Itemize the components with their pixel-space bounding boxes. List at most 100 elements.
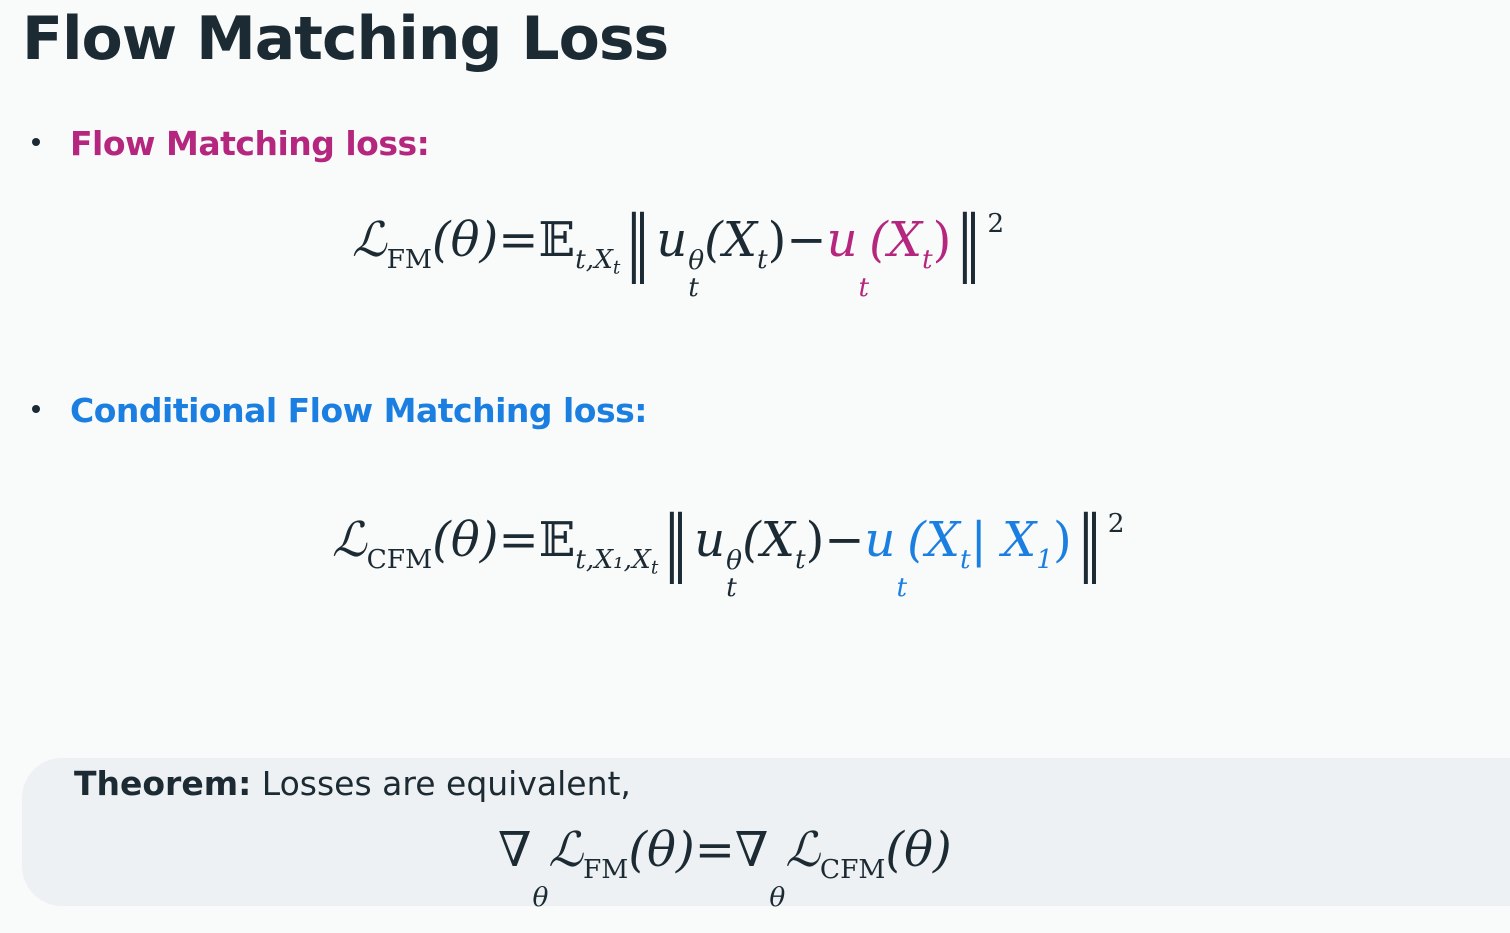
formula-subscript: 1: [1036, 544, 1053, 576]
formula-symbol: u: [694, 512, 726, 569]
formula-token: ℒFM: [352, 212, 432, 275]
formula-symbol: −: [824, 512, 865, 569]
theorem-label: Theorem:: [74, 764, 252, 803]
formula-token: ): [768, 212, 787, 268]
formula-token: ): [1053, 512, 1072, 568]
fm-loss-formula: ℒFM(θ) = 𝔼t,Xt ‖ u θ t (Xt) − u t (Xt)‖ 2: [352, 200, 1004, 301]
formula-symbol: (θ): [628, 822, 695, 878]
formula-symbol: =: [498, 512, 539, 569]
formula-subscript: θ: [532, 881, 549, 913]
formula-symbol: u: [656, 212, 688, 269]
formula-token: ∇ θ: [735, 822, 785, 911]
formula-scripts: θ: [769, 858, 785, 911]
formula-subscript: t: [896, 571, 908, 603]
formula-subscript: t: [858, 271, 870, 303]
formula-symbol: ℒ: [352, 212, 387, 269]
formula-subscript: θ: [769, 881, 786, 913]
formula-token: 2: [987, 208, 1004, 268]
formula-superscript: [859, 248, 870, 274]
formula-token: t: [960, 512, 971, 575]
formula-subscript: t: [922, 244, 933, 276]
formula-token: −: [824, 512, 864, 568]
formula-symbol: ‖: [1077, 500, 1103, 584]
formula-subscript: FM: [582, 853, 629, 885]
formula-token: ‖: [664, 500, 689, 584]
formula-scripts: t: [859, 248, 870, 301]
formula-token: t: [757, 212, 768, 275]
formula-token: =: [695, 822, 735, 878]
formula-scripts: θ: [533, 858, 549, 911]
formula-superscript: θ: [688, 245, 705, 277]
slide-title: Flow Matching Loss: [22, 4, 669, 74]
formula-token: (θ): [432, 212, 498, 268]
formula-token: 1: [1036, 512, 1053, 575]
formula-symbol: =: [498, 212, 539, 269]
formula-subscript: t: [688, 271, 699, 303]
formula-subscript: FM: [386, 244, 432, 276]
formula-symbol: ): [932, 212, 952, 269]
formula-subscript: t: [794, 544, 806, 576]
formula-token: (X: [907, 512, 960, 568]
formula-symbol: ∇: [498, 822, 532, 878]
formula-symbol: u: [826, 212, 858, 269]
formula-token: 𝔼t,X₁,Xt: [539, 512, 659, 578]
formula-token: 2: [1108, 508, 1125, 568]
formula-symbol: ℒ: [548, 822, 583, 878]
formula-token: t: [922, 212, 933, 275]
formula-subscript: t: [726, 571, 737, 603]
formula-token: ): [933, 212, 952, 268]
formula-token: ‖: [1077, 500, 1102, 584]
formula-symbol: ‖: [625, 200, 651, 284]
formula-superscript: θ: [726, 545, 743, 577]
formula-symbol: u: [864, 512, 896, 569]
formula-symbol: | X: [970, 512, 1037, 569]
formula-symbol: 𝔼: [538, 512, 576, 569]
formula-subscript: t,X₁,Xt: [575, 544, 659, 579]
formula-token: =: [498, 512, 538, 568]
theorem-text: Losses are equivalent,: [251, 764, 631, 803]
formula-symbol: ∇: [734, 822, 769, 878]
formula-token: ℒFM: [548, 822, 628, 885]
formula-symbol: ): [805, 512, 825, 569]
formula-token: 𝔼t,Xt: [539, 212, 621, 278]
formula-symbol: (X: [742, 512, 795, 569]
formula-token: | X: [971, 512, 1037, 568]
formula-token: (X: [704, 212, 757, 268]
bullet-fm-label: Flow Matching loss:: [70, 124, 430, 163]
formula-token: ℒCFM: [785, 822, 885, 885]
formula-symbol: ‖: [956, 200, 982, 284]
theorem-statement: Theorem: Losses are equivalent,: [74, 764, 631, 803]
formula-scripts: t: [896, 548, 907, 601]
theorem-box: [22, 758, 1510, 906]
formula-symbol: ‖: [663, 500, 689, 584]
formula-symbol: (X: [704, 212, 758, 269]
cfm-loss-formula: ℒCFM(θ) = 𝔼t,X₁,Xt ‖ u θ t (Xt) − u t (Xt | X…: [332, 500, 1125, 601]
formula-token: ): [806, 512, 825, 568]
formula-symbol: ): [1052, 512, 1072, 569]
formula-token: ∇ θ: [498, 822, 548, 911]
formula-superscript: 2: [987, 208, 1005, 240]
bullet-cfm-label: Conditional Flow Matching loss:: [70, 391, 647, 430]
formula-symbol: =: [694, 822, 735, 878]
formula-token: (θ): [885, 822, 951, 878]
formula-symbol: ): [767, 212, 787, 269]
formula-subscript: t: [612, 257, 621, 279]
formula-subscript: CFM: [819, 853, 886, 885]
formula-subscript: t: [757, 244, 768, 276]
formula-token: (θ): [432, 512, 498, 568]
formula-token: ‖: [957, 200, 982, 284]
formula-superscript: [896, 548, 907, 574]
formula-subscript: t,Xt: [575, 244, 621, 279]
formula-symbol: −: [786, 212, 827, 269]
formula-token: t: [795, 512, 806, 575]
formula-token: (θ): [628, 822, 694, 878]
formula-token: ‖: [626, 200, 651, 284]
formula-symbol: ℒ: [785, 822, 820, 878]
bullet-dot: [32, 404, 40, 413]
formula-symbol: 𝔼: [538, 212, 576, 269]
formula-subscript: t: [959, 544, 971, 576]
formula-token: −: [786, 212, 826, 268]
